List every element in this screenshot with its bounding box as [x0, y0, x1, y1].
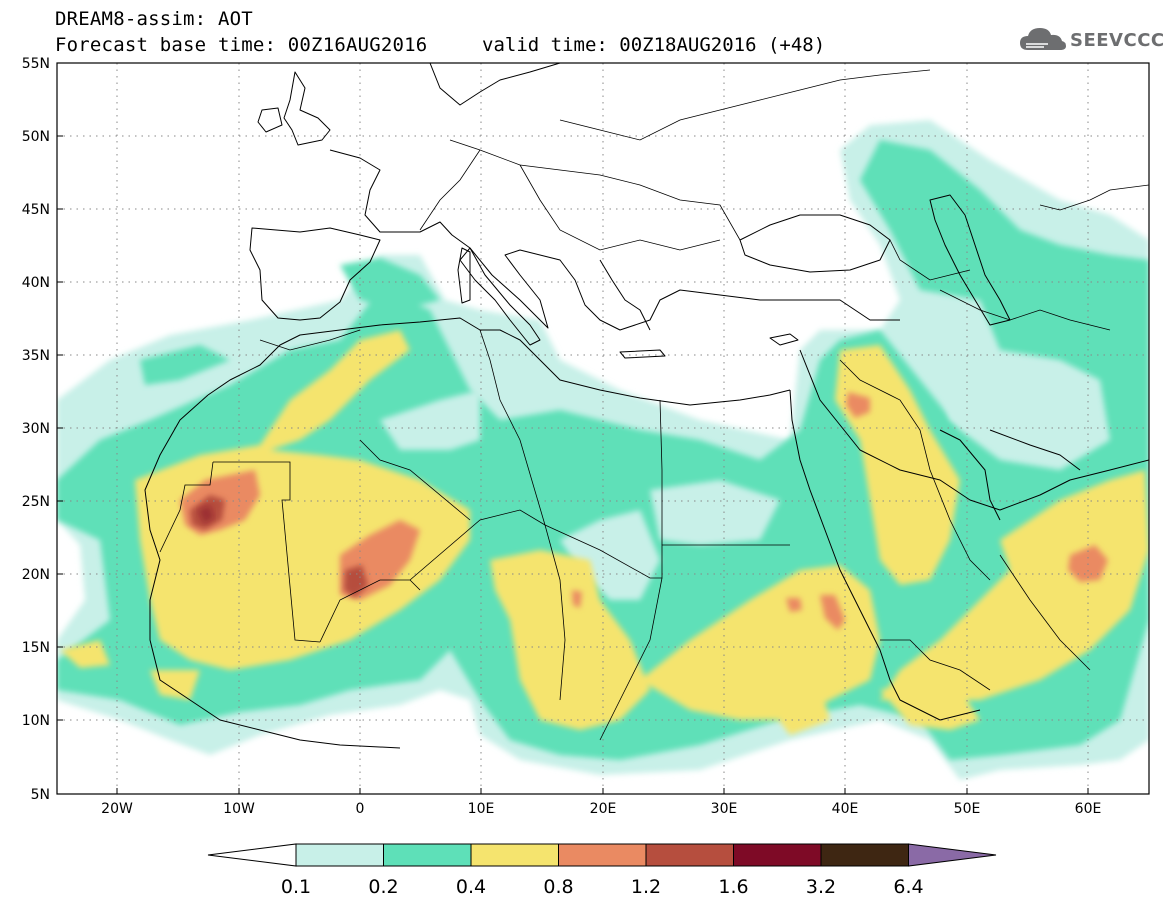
lat-label: 45N: [22, 202, 50, 218]
lat-label: 40N: [22, 275, 50, 291]
axis-ticks: [57, 62, 1089, 795]
lon-label: 10W: [223, 801, 255, 817]
lon-label: 10E: [468, 801, 495, 817]
colorbar-level: 1.6: [718, 876, 748, 898]
colorbar-level: 6.4: [893, 876, 923, 898]
colorbar-level: 0.2: [368, 876, 398, 898]
lon-label: 20W: [101, 801, 133, 817]
lon-label: 0: [356, 801, 365, 817]
aot-band-0.1-inner: [380, 370, 1030, 600]
product-title: DREAM8-assim: AOT: [55, 8, 253, 30]
colorbar-swatch: [646, 844, 734, 866]
colorbar-swatch: [733, 844, 821, 866]
colorbar-level: 0.1: [281, 876, 311, 898]
colorbar-swatch: [471, 844, 559, 866]
lat-label: 50N: [22, 129, 50, 145]
cloud-icon: [1020, 28, 1066, 50]
colorbar-swatch: [383, 844, 471, 866]
lat-label: 25N: [22, 494, 50, 510]
lat-label: 55N: [22, 56, 50, 72]
forecast-base-time: Forecast base time: 00Z16AUG2016: [55, 34, 428, 56]
lat-label: 10N: [22, 713, 50, 729]
colorbar-level: 3.2: [806, 876, 836, 898]
lon-label: 40E: [832, 801, 859, 817]
lat-label: 15N: [22, 640, 50, 656]
colorbar-level: 0.8: [543, 876, 573, 898]
colorbar: 0.1 0.2 0.4 0.8 1.2 1.6 3.2 6.4: [207, 843, 997, 898]
colorbar-swatch: [296, 844, 384, 866]
lat-label: 5N: [31, 787, 50, 803]
colorbar-swatch: [821, 844, 909, 866]
lat-label: 20N: [22, 567, 50, 583]
seevccc-logo: SEEVCCC: [1018, 24, 1164, 56]
colorbar-swatch: [558, 844, 646, 866]
borders: [159, 69, 1149, 741]
colorbar-over-arrow: [908, 843, 997, 867]
lon-labels: 20W 10W 0 10E 20E 30E 40E 50E 60E: [101, 801, 1101, 817]
lat-label: 30N: [22, 421, 50, 437]
lon-label: 50E: [954, 801, 981, 817]
aot-band-1.6: [198, 505, 214, 524]
colorbar-under-arrow: [207, 843, 297, 867]
aot-band-0.4: [60, 330, 1149, 735]
lon-label: 20E: [590, 801, 617, 817]
colorbar-level: 1.2: [631, 876, 661, 898]
colorbar-level: 0.4: [456, 876, 486, 898]
lat-labels: 55N 50N 45N 40N 35N 30N 25N 20N 15N 10N …: [22, 56, 50, 803]
logo-text: SEEVCCC: [1070, 30, 1165, 51]
lon-label: 60E: [1075, 801, 1102, 817]
coastlines: [144, 63, 1149, 749]
lat-label: 35N: [22, 348, 50, 364]
valid-time: valid time: 00Z18AUG2016 (+48): [482, 34, 826, 56]
aot-field: [57, 63, 1149, 794]
lon-label: 30E: [711, 801, 738, 817]
graticule: [57, 63, 1149, 794]
